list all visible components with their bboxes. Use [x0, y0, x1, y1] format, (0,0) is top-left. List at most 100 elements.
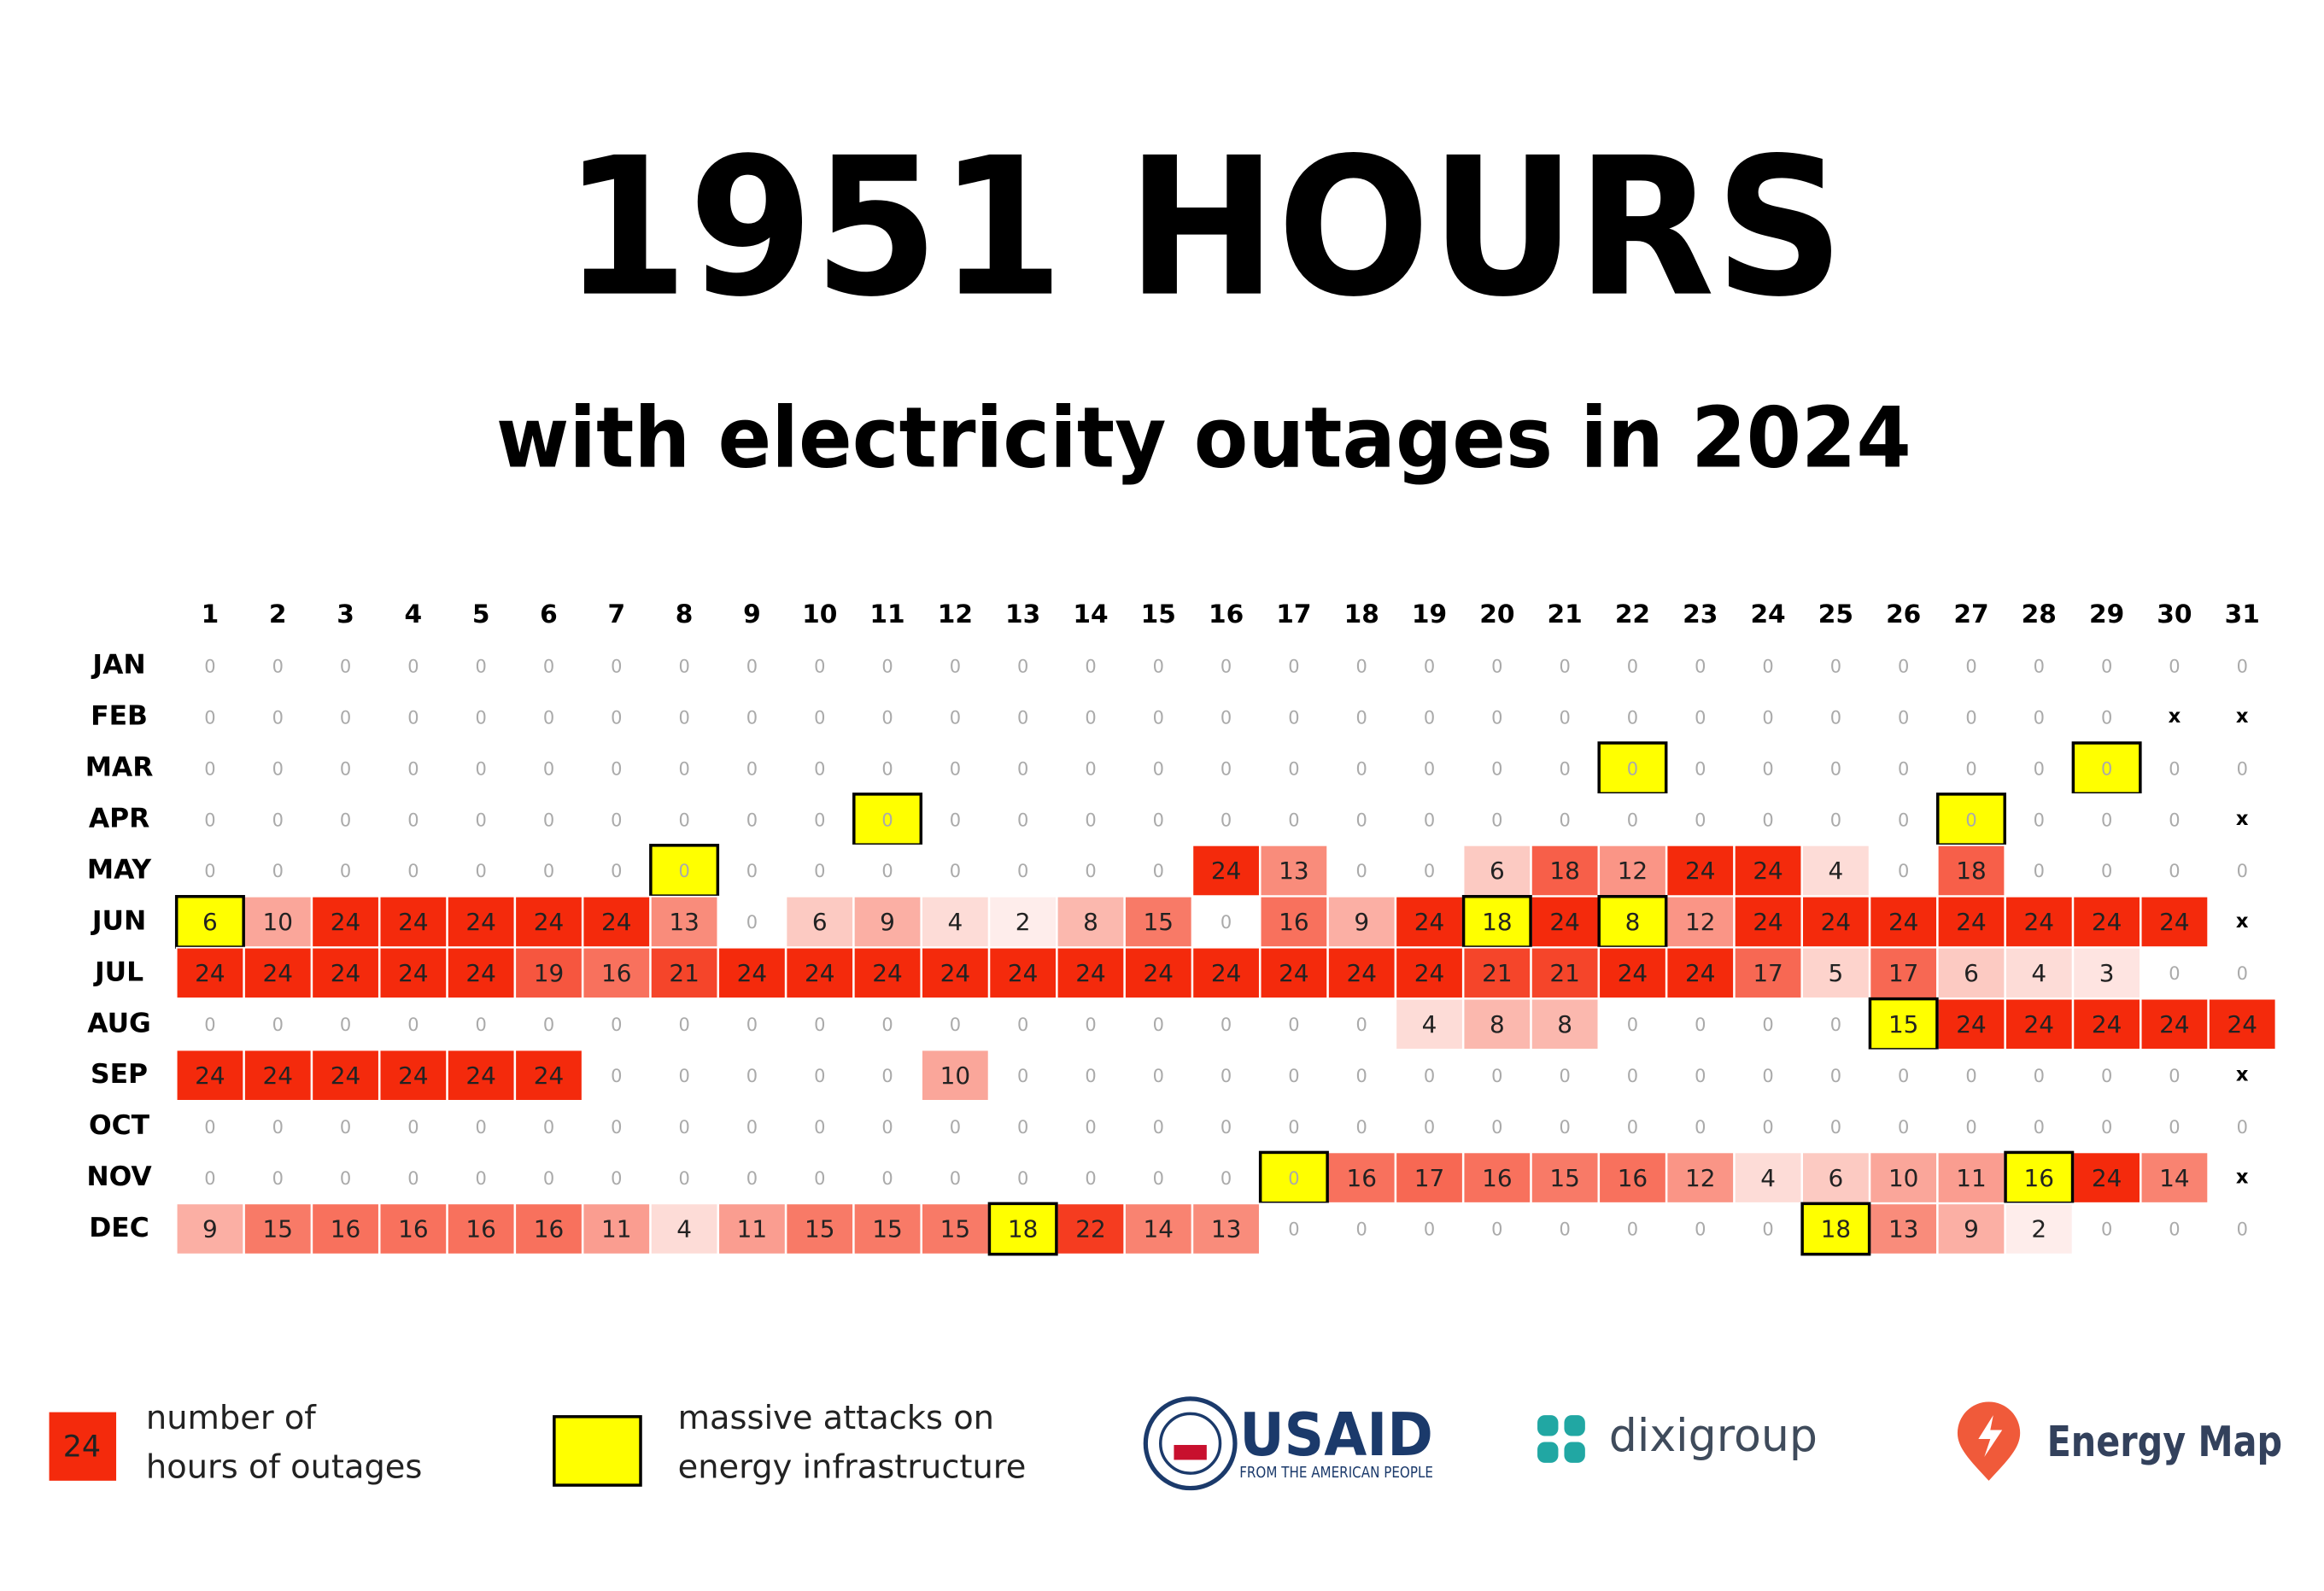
- cell-value: 16: [331, 1215, 361, 1243]
- cell-value: 24: [2092, 1010, 2122, 1038]
- cell: [514, 691, 583, 744]
- cell: [2005, 895, 2074, 948]
- cell: [243, 1202, 313, 1255]
- cell-value: 0: [1965, 1117, 1976, 1138]
- cell-value: 6: [1490, 857, 1505, 885]
- cell-value: 24: [1956, 1010, 1987, 1038]
- chart-subtitle: with electricity outages in 2024: [496, 390, 1911, 488]
- cell-value: 18: [1956, 857, 1987, 885]
- day-label: 1: [202, 599, 220, 629]
- day-label: 30: [2157, 599, 2192, 629]
- cell-value: 24: [534, 908, 565, 936]
- cell-value: 0: [814, 707, 825, 728]
- cell-value: 0: [1356, 1015, 1367, 1035]
- dixi-icon: [1537, 1415, 1559, 1436]
- cell-value: 0: [1017, 1117, 1028, 1138]
- cell: [1056, 742, 1126, 795]
- cell-value: 0: [272, 656, 284, 676]
- cell-value: 0: [2101, 707, 2112, 728]
- cell-value: 13: [1888, 1215, 1919, 1243]
- cell-value: 0: [1965, 707, 1976, 728]
- cell-value: 0: [1424, 1220, 1435, 1240]
- cell-value: 18: [1008, 1215, 1038, 1243]
- cell-value: 0: [611, 1066, 622, 1086]
- cell-value: 0: [2169, 810, 2180, 830]
- day-label: 3: [337, 599, 354, 629]
- cell-value: 17: [1888, 959, 1919, 987]
- missing-day: x: [2236, 910, 2249, 933]
- cell-value: 0: [1424, 861, 1435, 881]
- cell: [1598, 895, 1667, 948]
- day-label: 9: [743, 599, 761, 629]
- cell-value: 0: [1965, 656, 1976, 676]
- cell-value: 24: [1753, 908, 1783, 936]
- day-label: 11: [869, 599, 904, 629]
- cell: [649, 997, 719, 1050]
- cell: [2005, 997, 2074, 1050]
- cell: [988, 742, 1057, 795]
- cell-value: 24: [1888, 908, 1919, 936]
- cell: [1327, 1100, 1396, 1153]
- cell-value: 0: [950, 810, 961, 830]
- cell-value: 0: [1017, 1168, 1028, 1189]
- energy-map-text: Energy Map: [2047, 1418, 2283, 1466]
- usaid-logo: USAID FROM THE AMERICAN PEOPLE: [1143, 1396, 1433, 1491]
- cell-value: 0: [2237, 1220, 2248, 1240]
- cell-value: 9: [202, 1215, 218, 1243]
- cell-value: 16: [1618, 1164, 1648, 1192]
- cell: [1801, 895, 1870, 948]
- cell-value: 18: [1482, 908, 1513, 936]
- cell-value: 0: [1830, 1066, 1841, 1086]
- cell: [785, 895, 854, 948]
- day-label: 4: [405, 599, 423, 629]
- cell: [1259, 640, 1329, 693]
- cell: [1665, 997, 1735, 1050]
- cell-value: 0: [1356, 1117, 1367, 1138]
- cell: [2072, 640, 2141, 693]
- cell-value: 22: [1075, 1215, 1106, 1243]
- cell: [2005, 1100, 2074, 1153]
- cell: [852, 895, 922, 948]
- cell-value: 24: [1956, 908, 1987, 936]
- cell: [717, 1202, 787, 1255]
- cell-value: 16: [1346, 1164, 1377, 1192]
- cell-value: 0: [1085, 1066, 1096, 1086]
- day-label: 13: [1005, 599, 1040, 629]
- cell-value: 0: [611, 656, 622, 676]
- cell-value: 0: [1491, 1117, 1502, 1138]
- day-label: 8: [676, 599, 694, 629]
- cell: [378, 1049, 448, 1102]
- cell: [988, 1151, 1057, 1204]
- cell-value: 0: [1153, 758, 1164, 779]
- cell-value: 0: [2237, 963, 2248, 984]
- cell-value: 4: [1829, 857, 1844, 885]
- cell-value: 0: [950, 656, 961, 676]
- cell-value: 24: [1144, 959, 1174, 987]
- cell: [243, 1151, 313, 1204]
- cell-value: 0: [1424, 758, 1435, 779]
- cell-value: 0: [1356, 656, 1367, 676]
- cell-value: 0: [2169, 656, 2180, 676]
- cell: [1259, 1049, 1329, 1102]
- cell-value: 0: [678, 656, 689, 676]
- cell: [1191, 1049, 1261, 1102]
- cell: [1665, 895, 1735, 948]
- cell: [1801, 640, 1870, 693]
- cell: [378, 1100, 448, 1153]
- cell-value: 24: [1008, 959, 1038, 987]
- cell-value: 0: [2169, 1117, 2180, 1138]
- cell: [447, 946, 516, 999]
- cell: [1869, 640, 1938, 693]
- cell: [2005, 1049, 2074, 1102]
- legend-swatch: [49, 1412, 117, 1481]
- cell: [852, 1049, 922, 1102]
- legend-sample-value: 24: [63, 1430, 101, 1464]
- cell-value: 0: [1288, 1168, 1299, 1189]
- energy-map-logo: Energy Map: [1957, 1401, 2283, 1481]
- cell: [1327, 1202, 1396, 1255]
- cell-value: 0: [881, 758, 893, 779]
- cell-value: 0: [1356, 1066, 1367, 1086]
- day-label: 24: [1750, 599, 1785, 629]
- cell-value: 13: [669, 908, 700, 936]
- cell-value: 6: [202, 908, 218, 936]
